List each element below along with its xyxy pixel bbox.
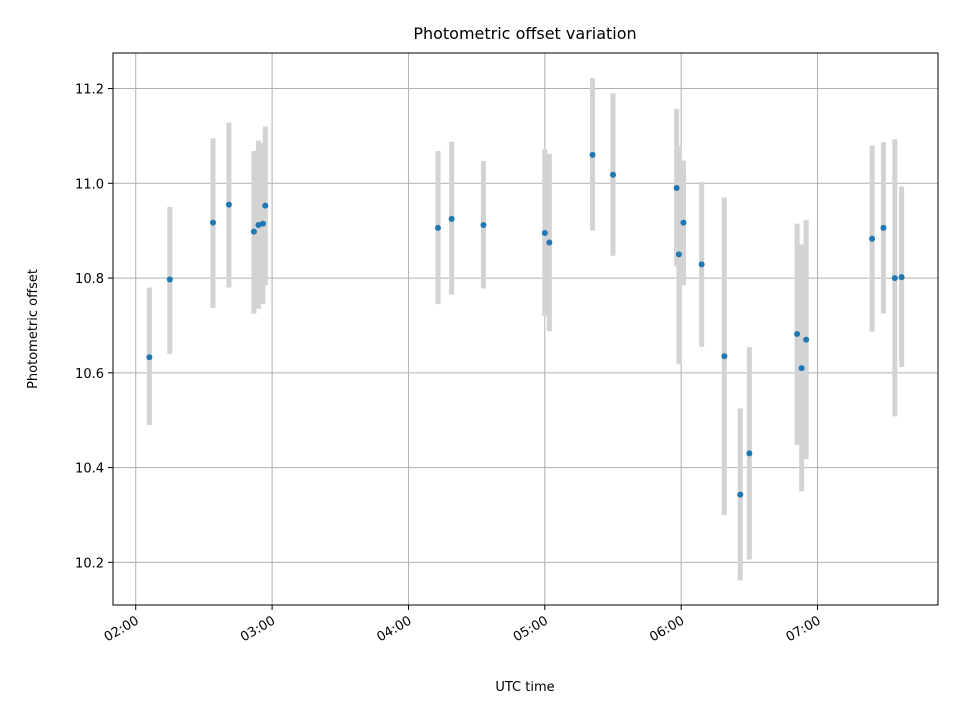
y-tick-label: 10.8 — [75, 272, 104, 287]
data-point — [166, 276, 173, 283]
data-points — [146, 151, 905, 498]
y-tick-label: 10.6 — [75, 367, 104, 382]
y-tick-label: 11.2 — [75, 83, 104, 98]
y-tick-label: 10.2 — [75, 556, 104, 571]
data-point — [794, 330, 801, 337]
x-axis-label: UTC time — [495, 680, 554, 695]
data-point — [891, 275, 898, 282]
data-point — [541, 230, 548, 237]
data-point — [448, 215, 455, 222]
data-point — [435, 224, 441, 231]
data-point — [225, 201, 232, 208]
data-point — [737, 491, 744, 498]
y-tick-label: 10.4 — [75, 462, 104, 477]
y-axis-label: Photometric offset — [26, 269, 41, 389]
data-point — [880, 224, 887, 231]
data-point — [260, 220, 266, 227]
data-point — [589, 151, 596, 158]
data-point — [255, 221, 262, 228]
data-point — [250, 228, 257, 235]
data-point — [803, 336, 810, 343]
data-point — [675, 251, 682, 258]
data-point — [721, 353, 728, 360]
data-point — [546, 239, 553, 246]
data-point — [680, 219, 687, 226]
data-point — [798, 365, 805, 372]
chart-title: Photometric offset variation — [413, 24, 636, 43]
data-point — [746, 450, 753, 457]
data-point — [673, 185, 680, 192]
data-point — [146, 354, 153, 361]
y-axis-ticks: 10.2 10.4 10.6 10.8 11.0 11.2 — [75, 83, 113, 571]
data-point — [610, 171, 616, 178]
data-point — [869, 235, 876, 242]
y-tick-label: 11.0 — [75, 177, 104, 192]
data-point — [480, 221, 487, 228]
data-point — [898, 274, 905, 281]
data-point — [698, 261, 705, 268]
data-point — [210, 219, 216, 226]
plot-frame — [112, 52, 939, 606]
data-point — [262, 202, 269, 209]
